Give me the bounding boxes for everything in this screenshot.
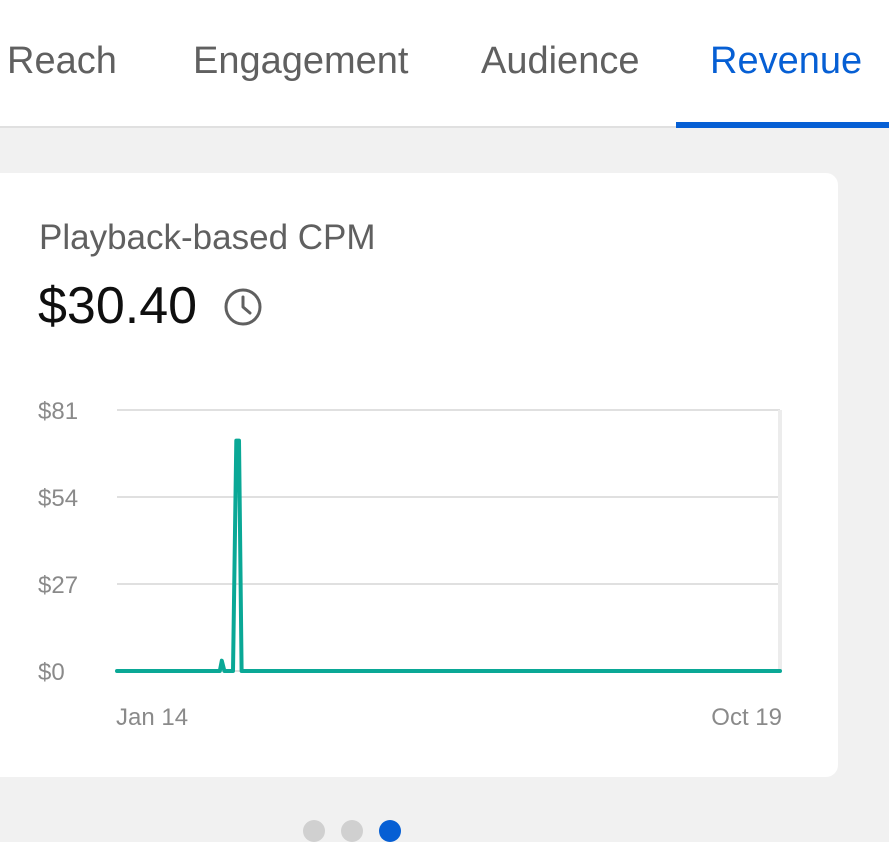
page-indicator [0,810,889,842]
y-tick-label: $27 [38,572,78,599]
series-line [115,438,782,673]
tab-bar: Reach Engagement Audience Revenue [0,0,889,128]
metric-card[interactable] [0,173,838,777]
clock-icon[interactable] [222,286,264,328]
tab-revenue[interactable]: Revenue [710,40,863,82]
x-tick-label: Jan 14 [116,704,188,731]
cpm-line-chart: $0 $27 $54 $81 Jan 14 Oct 19 [0,380,889,740]
page-dot[interactable] [303,820,325,842]
page-dot[interactable] [379,820,401,842]
card-title: Playback-based CPM [39,218,376,257]
active-tab-indicator [676,122,889,128]
tab-audience[interactable]: Audience [481,40,640,82]
page-dot[interactable] [341,820,363,842]
tab-engagement[interactable]: Engagement [193,40,409,82]
metric-value: $30.40 [38,277,198,335]
y-tick-label: $0 [38,659,65,686]
y-tick-label: $54 [38,485,78,512]
y-tick-label: $81 [38,398,78,425]
tab-reach[interactable]: Reach [7,40,117,82]
x-tick-label: Oct 19 [711,704,782,731]
